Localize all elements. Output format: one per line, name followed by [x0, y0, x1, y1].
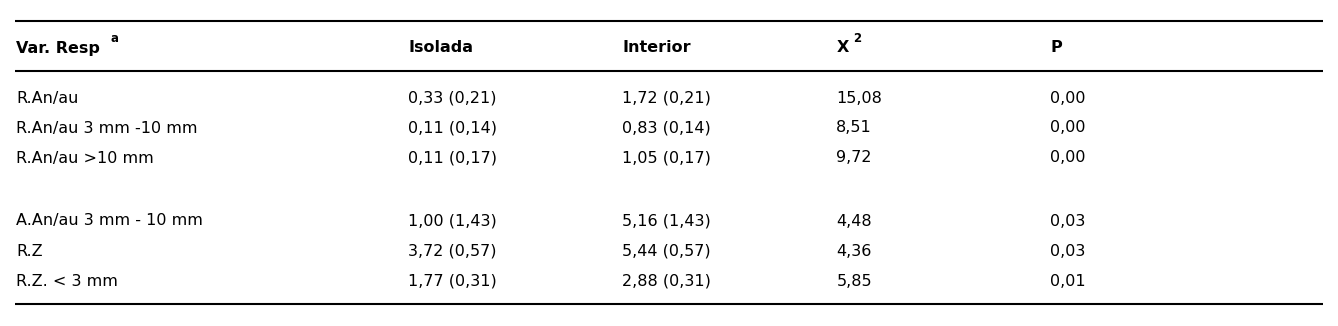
- Text: 2,88 (0,31): 2,88 (0,31): [622, 274, 710, 289]
- Text: 4,36: 4,36: [836, 244, 871, 259]
- Text: Interior: Interior: [622, 40, 690, 55]
- Text: 8,51: 8,51: [836, 121, 872, 136]
- Text: 1,77 (0,31): 1,77 (0,31): [408, 274, 496, 289]
- Text: 3,72 (0,57): 3,72 (0,57): [408, 244, 496, 259]
- Text: 1,72 (0,21): 1,72 (0,21): [622, 91, 710, 106]
- Text: R.Z: R.Z: [16, 244, 43, 259]
- Text: 0,03: 0,03: [1050, 214, 1085, 229]
- Text: 5,44 (0,57): 5,44 (0,57): [622, 244, 710, 259]
- Text: A.An/au 3 mm - 10 mm: A.An/au 3 mm - 10 mm: [16, 214, 203, 229]
- Text: 1,05 (0,17): 1,05 (0,17): [622, 151, 710, 166]
- Text: a: a: [110, 32, 118, 45]
- Text: P: P: [1050, 40, 1062, 55]
- Text: 0,11 (0,17): 0,11 (0,17): [408, 151, 498, 166]
- Text: 1,00 (1,43): 1,00 (1,43): [408, 214, 496, 229]
- Text: R.Z. < 3 mm: R.Z. < 3 mm: [16, 274, 118, 289]
- Text: 0,01: 0,01: [1050, 274, 1086, 289]
- Text: 5,85: 5,85: [836, 274, 872, 289]
- Text: Var. Resp: Var. Resp: [16, 40, 100, 55]
- Text: 5,16 (1,43): 5,16 (1,43): [622, 214, 710, 229]
- Text: R.An/au >10 mm: R.An/au >10 mm: [16, 151, 154, 166]
- Text: 9,72: 9,72: [836, 151, 872, 166]
- Text: 0,00: 0,00: [1050, 91, 1086, 106]
- Text: R.An/au: R.An/au: [16, 91, 79, 106]
- Text: R.An/au 3 mm -10 mm: R.An/au 3 mm -10 mm: [16, 121, 198, 136]
- Text: 15,08: 15,08: [836, 91, 882, 106]
- Text: 0,03: 0,03: [1050, 244, 1085, 259]
- Text: Isolada: Isolada: [408, 40, 474, 55]
- Text: 0,83 (0,14): 0,83 (0,14): [622, 121, 710, 136]
- Text: 0,11 (0,14): 0,11 (0,14): [408, 121, 498, 136]
- Text: 0,00: 0,00: [1050, 151, 1086, 166]
- Text: 2: 2: [852, 32, 860, 45]
- Text: 0,00: 0,00: [1050, 121, 1086, 136]
- Text: X: X: [836, 40, 848, 55]
- Text: 0,33 (0,21): 0,33 (0,21): [408, 91, 496, 106]
- Text: 4,48: 4,48: [836, 214, 872, 229]
